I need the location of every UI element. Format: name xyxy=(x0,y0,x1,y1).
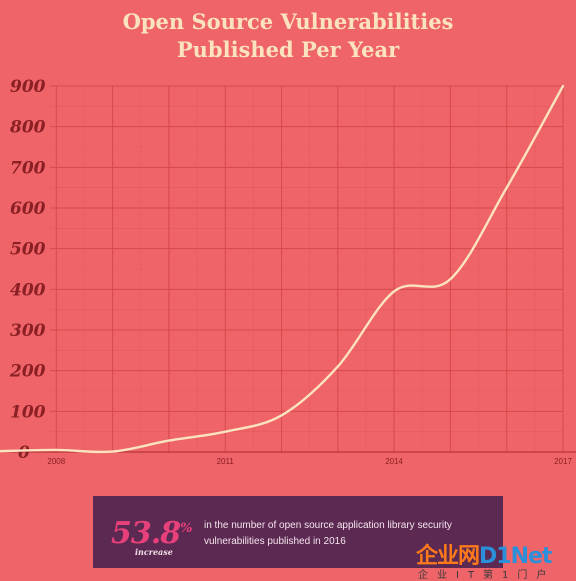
y-tick-label: 600 xyxy=(10,199,46,219)
chart-title-line-1: Open Source Vulnerabilities xyxy=(122,9,454,34)
stat-description: in the number of open source application… xyxy=(204,520,452,547)
stat-unit: % xyxy=(180,521,192,536)
watermark-subtext: 企业IT第1门户 xyxy=(418,570,556,581)
y-tick-label: 200 xyxy=(9,362,46,382)
series-line xyxy=(0,84,565,454)
y-tick-label: 300 xyxy=(10,321,46,341)
y-tick-label: 0 xyxy=(18,443,30,463)
watermark-main: 企业网D1Net xyxy=(416,538,552,570)
y-tick-label: 400 xyxy=(10,280,46,300)
line-chart: 0 100 200 300 400 500 600 700 800 900 2008 2011 201… xyxy=(0,77,576,466)
watermark-orange: 企业网 xyxy=(416,544,480,569)
watermark-blue: D1Net xyxy=(479,544,552,569)
x-tick-label: 2014 xyxy=(385,457,403,466)
y-tick-label: 100 xyxy=(10,402,46,422)
y-tick-label: 700 xyxy=(10,158,46,178)
chart-grid xyxy=(0,85,576,453)
x-tick-label: 2008 xyxy=(47,457,65,466)
stat-value: 53.8% xyxy=(111,516,192,551)
stat-callout: 53.8% increase in the number of open sou… xyxy=(93,496,503,568)
x-tick-label: 2017 xyxy=(554,457,572,466)
x-axis-ticks: 2008 2011 2014 2017 xyxy=(47,457,572,466)
y-tick-label: 900 xyxy=(10,77,46,97)
y-tick-label: 500 xyxy=(10,240,46,260)
y-tick-label: 800 xyxy=(9,118,46,138)
y-axis-ticks: 0 100 200 300 400 500 600 700 800 900 xyxy=(9,77,46,463)
watermark-logo: 企业网D1Net 企业IT第1门户 xyxy=(416,538,576,581)
stat-caption: increase xyxy=(135,547,173,557)
chart-title: Open Source Vulnerabilities Published Pe… xyxy=(0,8,576,64)
chart-title-line-2: Published Per Year xyxy=(176,37,400,62)
stat-number: 53.8 xyxy=(111,516,181,551)
x-tick-label: 2011 xyxy=(217,457,235,466)
